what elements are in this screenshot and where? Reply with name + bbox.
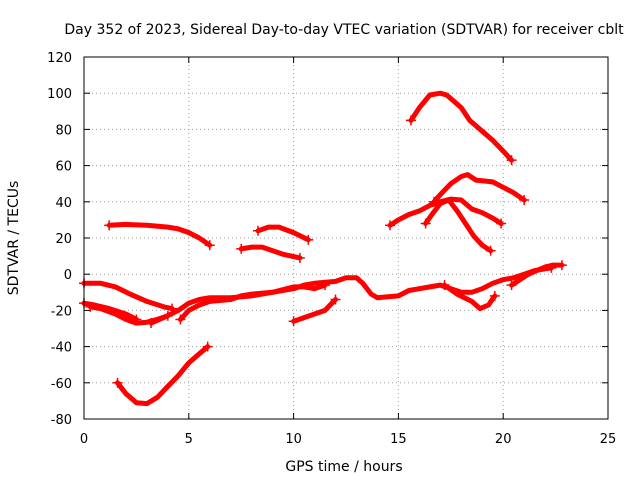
x-tick-label: 15 (390, 432, 407, 447)
grid (84, 57, 608, 419)
y-axis-label: SDTVAR / TECUs (6, 181, 22, 296)
x-tick-label: 10 (285, 432, 302, 447)
series-line-s6 (148, 265, 554, 326)
series-line-s12 (408, 90, 515, 163)
y-tick-label: 80 (55, 123, 72, 138)
series-line-s4 (115, 344, 211, 407)
series-line-s10 (291, 297, 338, 324)
y-tick-label: -40 (51, 341, 72, 356)
x-tick-label: 25 (600, 432, 617, 447)
series-line-s5 (106, 221, 213, 248)
chart-title: Day 352 of 2023, Sidereal Day-to-day VTE… (64, 22, 624, 38)
series-layer (79, 90, 567, 407)
series-line-s16 (509, 262, 565, 288)
series-line-s8 (238, 244, 303, 261)
y-tick-label: 0 (64, 268, 72, 283)
y-tick-label: 20 (55, 232, 72, 247)
series-line-s9 (255, 224, 311, 243)
series-line-s13 (423, 197, 494, 254)
y-tick-label: -20 (51, 304, 72, 319)
x-axis-label: GPS time / hours (285, 459, 402, 475)
y-tick-label: 120 (47, 51, 72, 66)
y-tick-label: 100 (47, 87, 72, 102)
series-line-s1 (81, 280, 175, 312)
y-tick-label: 60 (55, 160, 72, 175)
axis-ticks: 0 5 10 15 20 25 -80 -60 -40 -20 0 20 40 60 80 100 120 (47, 51, 616, 447)
y-tick-label: 40 (55, 196, 72, 211)
x-tick-label: 5 (185, 432, 193, 447)
series-line-s15 (442, 282, 498, 312)
plot-border (83, 56, 609, 420)
x-tick-label: 20 (495, 432, 512, 447)
y-tick-label: -60 (51, 377, 72, 392)
series-line-s14 (431, 172, 527, 205)
series-line-s7 (177, 282, 328, 322)
y-tick-label: -80 (51, 413, 72, 428)
x-tick-label: 0 (80, 432, 88, 447)
